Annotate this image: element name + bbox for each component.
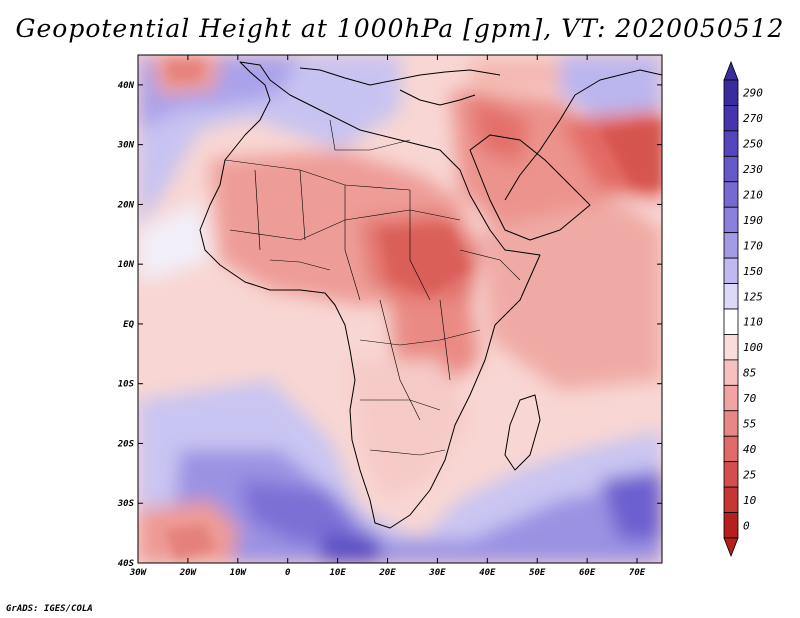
lat-label: 30N: [117, 141, 135, 151]
colorbar-top-arrow: [723, 60, 739, 81]
colorbar-label: 10: [743, 494, 757, 507]
colorbar-label: 25: [743, 468, 756, 481]
colorbar-label: 100: [743, 341, 763, 354]
lon-label: 30E: [428, 568, 446, 578]
colorbar-label: 70: [743, 392, 757, 405]
colorbar: 2902702502302101901701501251101008570554…: [723, 60, 763, 558]
colorbar-label: 290: [743, 87, 763, 100]
colorbar-label: 0: [743, 519, 750, 532]
colorbar-label: 250: [743, 138, 763, 151]
lon-label: 30W: [129, 568, 148, 578]
colorbar-swatch: [723, 512, 739, 539]
colorbar-swatch: [723, 155, 739, 183]
colorbar-swatch: [723, 384, 739, 412]
colorbar-swatch: [723, 461, 739, 488]
lon-label: 50E: [529, 568, 546, 578]
colorbar-label: 210: [743, 189, 763, 202]
lon-label: 20W: [179, 568, 198, 578]
lat-label: 20S: [117, 439, 135, 449]
lon-label: 40E: [479, 568, 496, 578]
colorbar-swatch: [723, 435, 739, 463]
colorbar-label: 125: [743, 290, 763, 303]
colorbar-swatch: [723, 232, 739, 259]
country-borders: [224, 119, 521, 456]
lon-label: 10E: [329, 568, 346, 578]
lon-label: 20E: [378, 568, 396, 578]
colorbar-swatch: [723, 257, 739, 284]
lat-label: EQ: [123, 320, 134, 330]
colorbar-label: 170: [743, 239, 763, 252]
colorbar-swatch: [723, 105, 739, 132]
colorbar-label: 85: [743, 367, 756, 380]
colorbar-swatch: [723, 283, 739, 310]
height-field: [138, 55, 662, 563]
colorbar-label: 150: [743, 265, 763, 278]
lat-label: 40N: [118, 81, 135, 91]
colorbar-swatch: [723, 130, 739, 157]
map-title: Geopotential Height at 1000hPa [gpm], VT…: [15, 14, 785, 43]
colorbar-label: 110: [743, 316, 763, 329]
colorbar-label: 230: [743, 163, 763, 176]
colorbar-label: 55: [743, 418, 756, 431]
map-frame: [137, 54, 663, 564]
lat-label: 40S: [118, 559, 135, 569]
lon-label: 10W: [230, 568, 248, 578]
colorbar-swatch: [723, 308, 739, 335]
colorbar-label: 270: [743, 112, 763, 125]
lon-label: 60E: [579, 568, 596, 578]
colorbar-swatch: [723, 79, 739, 106]
lat-label: 10N: [118, 260, 135, 270]
colorbar-swatch: [723, 334, 739, 361]
colorbar-label: 40: [743, 443, 757, 456]
coastlines: [199, 61, 662, 529]
colorbar-swatch: [723, 206, 739, 234]
lon-label: 70E: [629, 568, 646, 578]
colorbar-swatch: [723, 359, 739, 386]
colorbar-swatch: [723, 181, 739, 208]
lon-label: 0: [285, 568, 291, 578]
colorbar-label: 190: [743, 214, 763, 227]
colorbar-bottom-arrow: [723, 537, 739, 558]
colorbar-swatch: [723, 486, 739, 513]
lat-label: 10S: [118, 380, 135, 390]
lat-label: 20N: [117, 200, 135, 210]
colorbar-swatch: [723, 410, 739, 437]
grads-credit: GrADS: IGES/COLA: [6, 604, 93, 614]
lat-label: 30S: [117, 499, 135, 509]
